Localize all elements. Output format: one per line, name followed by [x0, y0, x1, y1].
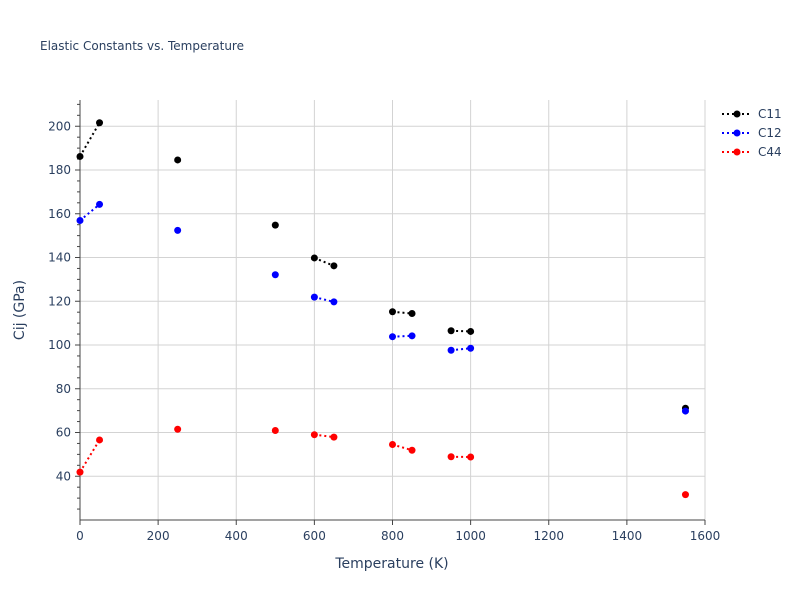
y-ticks: 40 60 80 100 120 140 160 180 200 — [48, 103, 80, 510]
x-axis-title: Temperature (K) — [334, 556, 448, 572]
legend-label: C11 — [758, 107, 782, 121]
data-point-c44[interactable] — [310, 431, 318, 439]
series-line-c44 — [79, 439, 101, 473]
y-tick-label: 100 — [48, 338, 71, 352]
legend[interactable]: C11 C12 C44 — [722, 107, 782, 159]
series — [76, 119, 689, 499]
series-c44 — [76, 425, 689, 499]
series-c12 — [76, 200, 689, 415]
legend-item-c11[interactable]: C11 — [722, 107, 782, 121]
x-tick-label: 200 — [147, 529, 170, 543]
data-point-c44[interactable] — [681, 491, 689, 499]
data-point-c12[interactable] — [271, 271, 279, 279]
y-tick-label: 180 — [48, 163, 71, 177]
data-point-c12[interactable] — [681, 407, 689, 415]
data-point-c12[interactable] — [174, 226, 182, 234]
data-point-c11[interactable] — [330, 262, 338, 270]
legend-item-c12[interactable]: C12 — [722, 126, 782, 140]
data-point-c12[interactable] — [467, 344, 475, 352]
data-point-c12[interactable] — [408, 332, 416, 340]
legend-swatch-marker — [733, 129, 741, 137]
y-tick-label: 120 — [48, 294, 71, 308]
data-point-c12[interactable] — [330, 298, 338, 306]
data-point-c44[interactable] — [389, 441, 396, 449]
data-point-c11[interactable] — [271, 221, 279, 229]
x-tick-label: 600 — [303, 529, 326, 543]
data-point-c11[interactable] — [389, 308, 396, 316]
data-point-c44[interactable] — [76, 468, 84, 476]
x-ticks: 0 200 400 600 800 1000 1200 1400 1600 — [76, 520, 720, 543]
data-point-c11[interactable] — [447, 327, 455, 335]
data-point-c11[interactable] — [408, 310, 416, 317]
grid — [80, 100, 706, 520]
x-tick-label: 1200 — [533, 529, 564, 543]
data-point-c12[interactable] — [447, 346, 455, 354]
x-tick-label: 1000 — [455, 529, 486, 543]
y-axis-title: Cij (GPa) — [12, 280, 28, 340]
data-point-c44[interactable] — [330, 433, 338, 441]
legend-label: C12 — [758, 126, 782, 140]
y-tick-label: 60 — [56, 426, 71, 440]
data-point-c44[interactable] — [408, 446, 416, 454]
series-line-c11 — [314, 257, 335, 267]
data-point-c44[interactable] — [96, 436, 104, 444]
x-tick-label: 400 — [225, 529, 248, 543]
legend-swatch-marker — [733, 148, 741, 156]
data-point-c44[interactable] — [174, 425, 182, 433]
data-point-c12[interactable] — [96, 200, 104, 208]
data-point-c44[interactable] — [447, 453, 455, 461]
legend-item-c44[interactable]: C44 — [722, 145, 782, 159]
chart-title: Elastic Constants vs. Temperature — [40, 39, 244, 53]
y-tick-label: 80 — [56, 382, 71, 396]
x-tick-label: 800 — [381, 529, 404, 543]
data-point-c12[interactable] — [310, 293, 318, 301]
data-point-c44[interactable] — [467, 453, 475, 461]
y-tick-label: 160 — [48, 207, 71, 221]
data-point-c12[interactable] — [76, 217, 84, 225]
x-tick-label: 1400 — [612, 529, 643, 543]
data-point-c12[interactable] — [389, 333, 396, 341]
y-tick-label: 200 — [48, 119, 71, 133]
data-point-c44[interactable] — [271, 427, 279, 435]
series-c11 — [76, 119, 689, 412]
data-point-c11[interactable] — [96, 119, 104, 127]
data-point-c11[interactable] — [310, 254, 318, 262]
legend-label: C44 — [758, 145, 782, 159]
y-tick-label: 140 — [48, 251, 71, 265]
series-line-c12 — [79, 203, 101, 222]
data-point-c11[interactable] — [467, 327, 475, 335]
legend-swatch-marker — [733, 110, 741, 118]
y-tick-label: 40 — [56, 469, 71, 483]
x-tick-label: 1600 — [690, 529, 721, 543]
x-tick-label: 0 — [76, 529, 84, 543]
series-line-c11 — [79, 122, 101, 157]
data-point-c11[interactable] — [174, 156, 182, 164]
data-point-c11[interactable] — [76, 152, 84, 160]
